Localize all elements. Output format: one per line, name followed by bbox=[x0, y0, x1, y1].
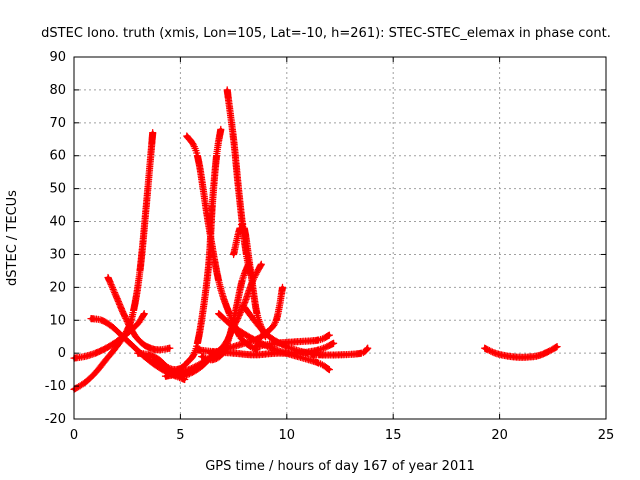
y-tick-label: 10 bbox=[49, 313, 66, 328]
data-series bbox=[229, 220, 270, 341]
x-tick-label: 20 bbox=[491, 428, 508, 443]
x-axis-label: GPS time / hours of day 167 of year 2011 bbox=[205, 459, 475, 474]
plot-frame bbox=[73, 56, 607, 420]
data-series bbox=[70, 310, 148, 362]
series-line bbox=[72, 131, 155, 391]
series-line bbox=[163, 262, 263, 378]
x-tick-label: 25 bbox=[598, 428, 615, 443]
y-tick-label: -10 bbox=[45, 379, 66, 394]
data-series bbox=[151, 125, 225, 374]
data-series bbox=[70, 129, 157, 394]
y-tick-label: 70 bbox=[49, 116, 66, 131]
data-series bbox=[481, 342, 561, 361]
x-tick-label: 15 bbox=[385, 428, 402, 443]
y-tick-label: 20 bbox=[49, 280, 66, 295]
series-line bbox=[72, 312, 146, 360]
series-line bbox=[106, 275, 172, 352]
y-tick-label: 50 bbox=[49, 182, 66, 197]
data-traces bbox=[70, 86, 561, 394]
y-axis-label: dSTEC / TECUs bbox=[5, 190, 20, 286]
x-tick-label: 0 bbox=[70, 428, 78, 443]
y-tick-label: 90 bbox=[49, 50, 66, 65]
data-series bbox=[104, 273, 174, 354]
series-line bbox=[253, 333, 331, 349]
x-tick-label: 5 bbox=[176, 428, 184, 443]
series-line bbox=[232, 222, 268, 339]
axis-ticks: 0 5 10 15 20 25 -20 -10 0 10 20 30 40 50 60 70 80 90 bbox=[45, 50, 615, 443]
y-tick-label: 0 bbox=[58, 346, 66, 361]
series-line bbox=[483, 345, 559, 359]
chart-title: dSTEC Iono. truth (xmis, Lon=105, Lat=-1… bbox=[41, 26, 611, 41]
series-line bbox=[153, 127, 223, 372]
y-tick-label: -20 bbox=[45, 412, 66, 427]
y-tick-label: 80 bbox=[49, 83, 66, 98]
data-series bbox=[251, 331, 334, 351]
series-line bbox=[89, 317, 187, 382]
y-tick-label: 60 bbox=[49, 149, 66, 164]
y-tick-label: 30 bbox=[49, 247, 66, 262]
series-line bbox=[242, 305, 370, 357]
series-line bbox=[208, 285, 285, 355]
series-line bbox=[217, 312, 331, 372]
y-tick-label: 40 bbox=[49, 215, 66, 230]
x-tick-label: 10 bbox=[279, 428, 296, 443]
